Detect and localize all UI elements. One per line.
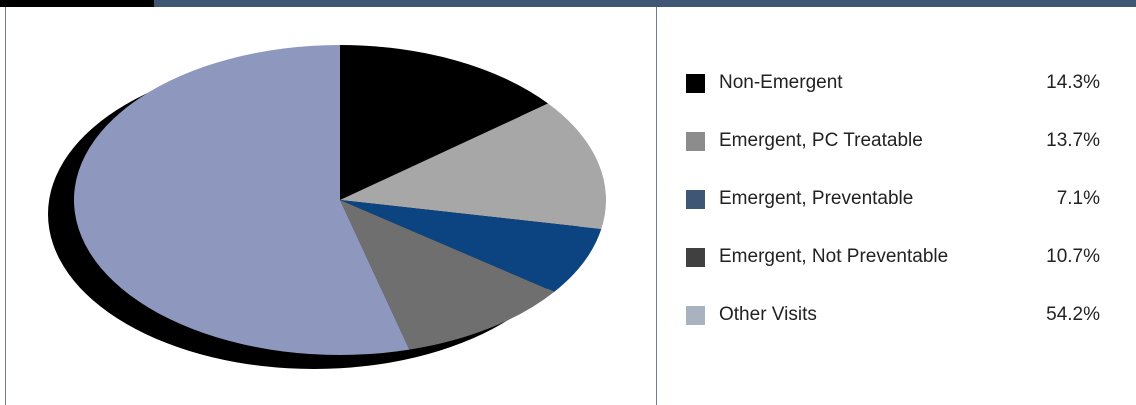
legend: Non-Emergent 14.3% Emergent, PC Treatabl… xyxy=(686,70,1102,360)
legend-value: 7.1% xyxy=(1056,188,1100,209)
legend-label: Non-Emergent xyxy=(719,72,843,93)
pie-slice-non-emergent xyxy=(340,45,549,200)
pie-chart xyxy=(48,44,607,369)
header-bar xyxy=(0,0,1136,7)
legend-value: 13.7% xyxy=(1046,130,1100,151)
legend-item-non-emergent: Non-Emergent 14.3% xyxy=(686,70,1102,128)
legend-value: 54.2% xyxy=(1046,304,1100,325)
header-bar-accent xyxy=(0,0,154,7)
legend-value: 14.3% xyxy=(1046,72,1100,93)
legend-swatch xyxy=(686,306,705,325)
legend-item-emergent-not-preventable: Emergent, Not Preventable 10.7% xyxy=(686,244,1102,302)
legend-swatch xyxy=(686,74,705,93)
legend-item-emergent-pc-treatable: Emergent, PC Treatable 13.7% xyxy=(686,128,1102,186)
legend-value: 10.7% xyxy=(1046,246,1100,267)
legend-label: Emergent, PC Treatable xyxy=(719,130,923,151)
legend-label: Emergent, Not Preventable xyxy=(719,246,949,267)
pie-slice-emergent-pc-treatable xyxy=(340,103,607,230)
legend-swatch xyxy=(686,132,705,151)
pie-slice-other-visits xyxy=(73,44,410,355)
legend-swatch xyxy=(686,190,705,209)
legend-item-other-visits: Other Visits 54.2% xyxy=(686,302,1102,360)
panel-divider xyxy=(656,7,657,405)
pie-slices xyxy=(73,44,607,355)
panel-left-border xyxy=(5,7,6,405)
legend-swatch xyxy=(686,248,705,267)
pie-slice-emergent-preventable xyxy=(340,200,602,292)
legend-label: Emergent, Preventable xyxy=(719,188,914,209)
pie-slice-emergent-not-preventable xyxy=(340,200,555,350)
legend-label: Other Visits xyxy=(719,304,817,325)
legend-item-emergent-preventable: Emergent, Preventable 7.1% xyxy=(686,186,1102,244)
